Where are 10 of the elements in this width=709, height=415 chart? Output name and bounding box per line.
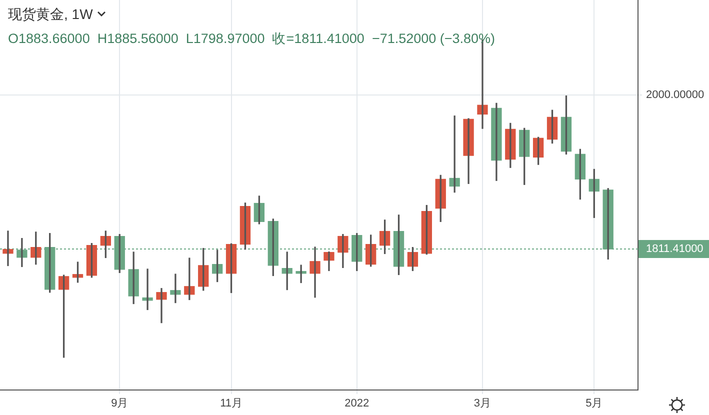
x-tick-label: 9月 (111, 398, 128, 410)
y-tick-label: 1811.41000 (646, 243, 704, 256)
text: O1883.66000 H1885.56000 L1798.97000 收=1811.41000 −71.52000 (−3.80%) (8, 30, 496, 48)
chart-title: 现货黄金, 1W (8, 6, 93, 24)
x-tick-label: 5月 (586, 398, 603, 410)
candlestick (170, 274, 181, 304)
x-tick-label: 11月 (220, 398, 242, 410)
x-tick-label: 2022 (344, 398, 370, 410)
x-tick-label: 3月 (474, 398, 492, 410)
y-tick-label: 2000.00000 (646, 88, 704, 101)
